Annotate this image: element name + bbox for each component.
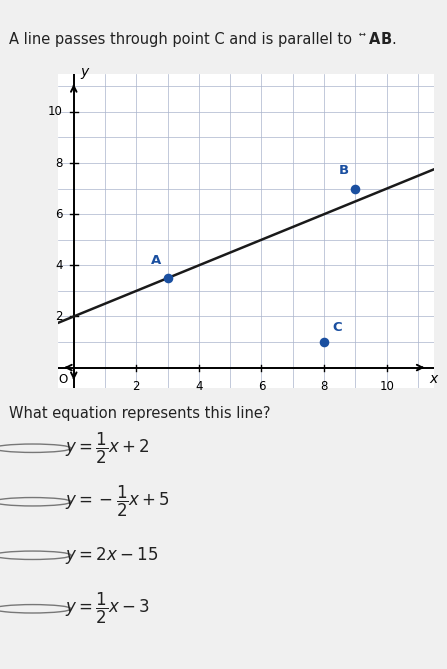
Text: O: O bbox=[58, 373, 67, 385]
Text: A: A bbox=[151, 254, 161, 266]
Text: 10: 10 bbox=[379, 381, 394, 393]
Text: x: x bbox=[429, 372, 437, 386]
Text: $\overleftrightarrow{\mathbf{AB}}$.: $\overleftrightarrow{\mathbf{AB}}$. bbox=[358, 31, 396, 47]
Text: 8: 8 bbox=[55, 157, 63, 169]
Point bbox=[164, 273, 171, 284]
Text: 4: 4 bbox=[55, 259, 63, 272]
Point bbox=[320, 337, 328, 347]
Text: B: B bbox=[339, 164, 349, 177]
Text: 2: 2 bbox=[55, 310, 63, 323]
Text: 8: 8 bbox=[320, 381, 328, 393]
Point bbox=[352, 183, 359, 194]
Text: $y = -\dfrac{1}{2}x + 5$: $y = -\dfrac{1}{2}x + 5$ bbox=[65, 484, 170, 519]
Text: C: C bbox=[332, 321, 342, 334]
Text: What equation represents this line?: What equation represents this line? bbox=[9, 405, 270, 421]
Text: 4: 4 bbox=[195, 381, 202, 393]
Text: $y = \dfrac{1}{2}x - 3$: $y = \dfrac{1}{2}x - 3$ bbox=[65, 591, 150, 626]
Text: $y = \dfrac{1}{2}x + 2$: $y = \dfrac{1}{2}x + 2$ bbox=[65, 431, 149, 466]
Text: 6: 6 bbox=[258, 381, 265, 393]
Text: 2: 2 bbox=[133, 381, 140, 393]
Text: y: y bbox=[80, 65, 89, 79]
Text: A line passes through point C and is parallel to: A line passes through point C and is par… bbox=[9, 32, 357, 47]
Text: $y = 2x - 15$: $y = 2x - 15$ bbox=[65, 545, 158, 566]
Text: 10: 10 bbox=[48, 106, 63, 118]
Text: 6: 6 bbox=[55, 207, 63, 221]
